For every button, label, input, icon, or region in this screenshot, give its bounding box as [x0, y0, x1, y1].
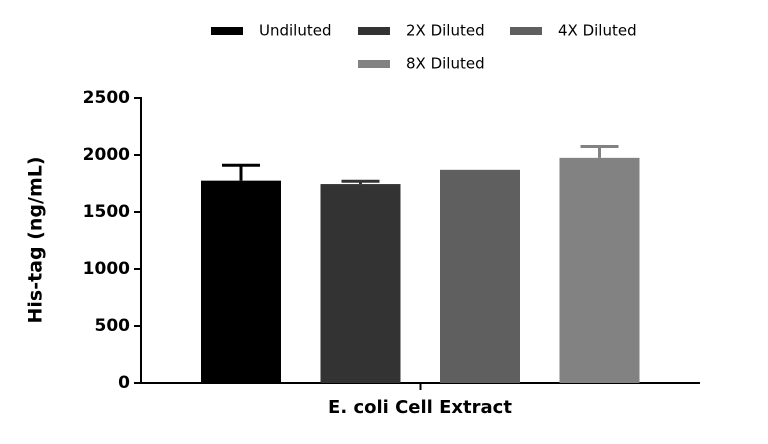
y-tick-label: 500 — [95, 316, 131, 336]
y-tick-label: 1500 — [83, 202, 130, 222]
bar — [440, 169, 520, 383]
y-tick-label: 2000 — [83, 145, 130, 165]
error-bar — [341, 179, 380, 185]
y-tick-label: 0 — [118, 373, 130, 393]
legend-label: 4X Diluted — [558, 22, 637, 40]
bar — [320, 184, 401, 383]
y-axis-label: His-tag (ng/mL) — [25, 156, 47, 323]
y-tick-label: 2500 — [83, 88, 130, 108]
legend-label: 2X Diluted — [406, 22, 485, 40]
error-bar — [222, 163, 260, 181]
bar — [559, 157, 640, 383]
legend-swatch — [510, 27, 542, 35]
bar — [201, 180, 281, 383]
legend-label: 8X Diluted — [406, 55, 485, 73]
legend-swatch — [358, 60, 390, 68]
y-tick-label: 1000 — [83, 259, 130, 279]
x-axis-label: E. coli Cell Extract — [328, 397, 512, 418]
legend-label: Undiluted — [259, 22, 331, 40]
error-bar — [580, 144, 619, 158]
legend-swatch — [211, 27, 243, 35]
legend-swatch — [358, 27, 390, 35]
